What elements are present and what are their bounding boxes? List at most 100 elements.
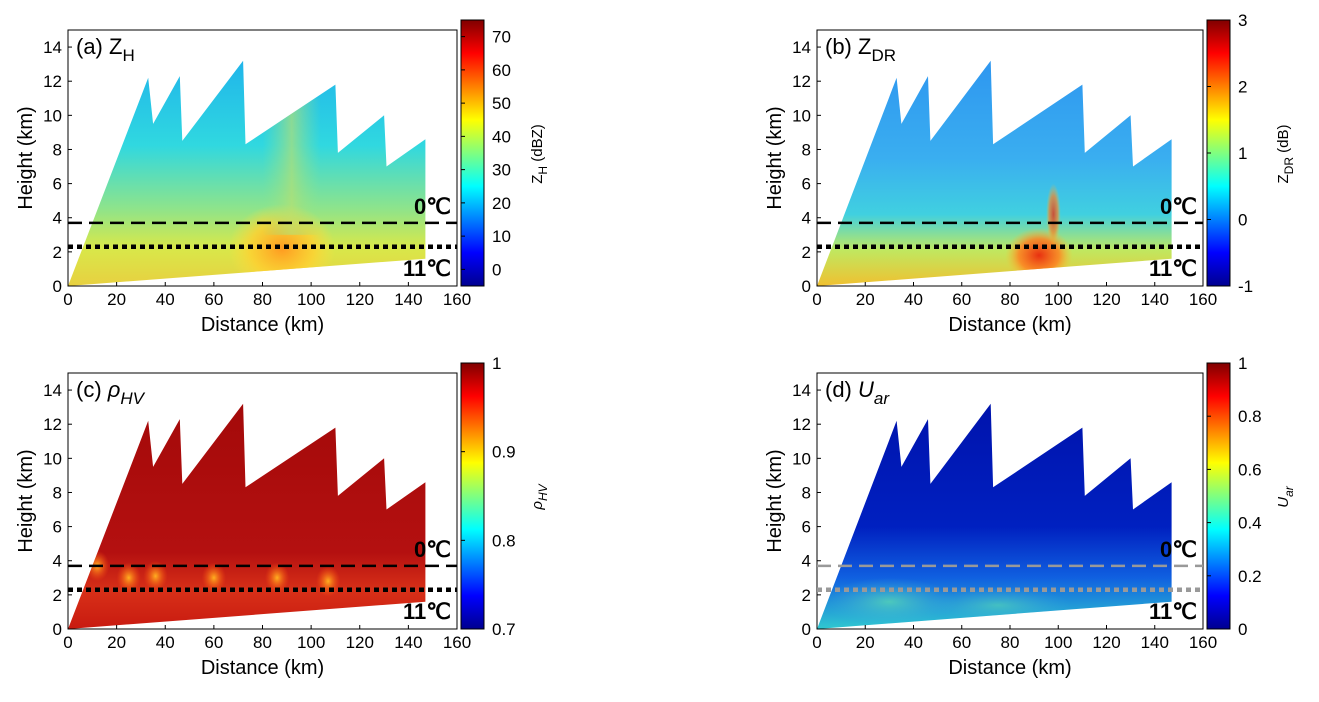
x-tick-label: 120 [346,290,374,309]
colorbar [460,19,485,287]
panel-title: (c) ρHV [76,377,146,408]
panel-b: 0 20 40 60 80 100 120 140 16002468101214Distance… [764,11,1296,336]
y-tick-label: 0 [53,620,62,639]
colorbar-label-var: Z [1275,174,1292,183]
colorbar [1206,362,1231,630]
colorbar-label-var: ρ [529,501,546,511]
x-tick-label: 60 [952,633,971,652]
y-tick-label: 8 [53,483,62,502]
x-tick-label: 80 [253,290,272,309]
y-tick-label: 8 [802,483,811,502]
colorbar-tick-label: 40 [492,127,511,146]
y-axis-label: Height (km) [15,449,37,552]
y-tick-label: 8 [802,140,811,159]
y-tick-label: 6 [802,175,811,194]
x-tick-label: 140 [1141,290,1169,309]
field-melting-spot [116,562,141,594]
panel-title-prefix: (b) [825,34,858,59]
x-axis-label: Distance (km) [948,314,1071,336]
panel-a: 0 20 40 60 80 100 120 140 16002468101214Distance… [15,19,550,336]
zero-degree-label: 0℃ [1160,537,1197,562]
x-tick-label: 0 [63,290,72,309]
eleven-degree-label: 11℃ [1149,599,1197,624]
field-column [1046,183,1061,246]
colorbar-tick-label: 0.8 [1238,407,1262,426]
colorbar-tick-label: 20 [492,194,511,213]
y-tick-label: 4 [802,552,811,571]
field-melting-spot [201,562,227,594]
x-tick-label: 0 [812,633,821,652]
x-tick-label: 160 [443,633,471,652]
x-tick-label: 60 [952,290,971,309]
field-melting-spot [143,560,168,592]
x-tick-label: 160 [1189,290,1217,309]
y-tick-label: 14 [792,38,811,57]
panel-title-sub: H [122,46,134,65]
panel-title-sub: DR [871,46,896,65]
colorbar-tick-label: 0.7 [492,620,516,639]
panel-title-sub: ar [874,389,890,408]
colorbar-tick-label: 1 [1238,354,1247,373]
field-band [262,98,321,235]
x-tick-label: 20 [856,290,875,309]
panel-title: (a) ZH [76,34,135,65]
x-tick-label: 40 [904,290,923,309]
panel-c: 0 20 40 60 80 100 120 140 160 0 2 4 6 8 10 12 14 Distance… [15,354,550,679]
y-tick-label: 12 [792,72,811,91]
y-tick-label: 0 [802,277,811,296]
y-tick-label: 12 [792,415,811,434]
zero-degree-label: 0℃ [414,537,451,562]
x-tick-label: 100 [1044,290,1072,309]
panel-title-var: ρ [107,377,121,402]
eleven-degree-label: 11℃ [1149,256,1197,281]
y-tick-label: 4 [802,209,811,228]
panel-title-var: U [858,377,874,402]
y-tick-label: 2 [53,243,62,262]
colorbar-label: ZDR (dB) [1275,124,1296,183]
x-tick-label: 0 [63,633,72,652]
colorbar-label: Uar [1275,485,1296,508]
field-a [68,60,426,287]
y-axis-label: Height (km) [764,106,786,209]
colorbar-label-var: Z [529,175,546,184]
zero-degree-label: 0℃ [414,194,451,219]
y-tick-label: 12 [43,415,62,434]
y-tick-label: 10 [792,449,811,468]
x-tick-label: 40 [156,633,175,652]
y-tick-label: 2 [53,586,62,605]
y-axis-label: Height (km) [764,449,786,552]
y-tick-label: 10 [43,106,62,125]
colorbar-label-var: U [1275,497,1292,508]
panel-title-var: Z [858,34,871,59]
panel-title-sub: HV [120,389,145,408]
x-tick-label: 80 [1001,290,1020,309]
field-hotspot [1005,227,1073,283]
colorbar-tick-label: 30 [492,161,511,180]
colorbar-label-sub: HV [536,483,550,501]
y-tick-label: 14 [43,381,62,400]
colorbar-tick-label: 0.4 [1238,514,1262,533]
y-tick-label: 10 [792,106,811,125]
colorbar-label: ZH (dBZ) [529,124,550,184]
colorbar-label-sub: DR [1282,157,1296,175]
x-tick-label: 60 [204,290,223,309]
colorbar-tick-label: 2 [1238,78,1247,97]
x-tick-label: 120 [346,633,374,652]
y-tick-label: 6 [53,175,62,194]
x-tick-label: 120 [1092,290,1120,309]
y-tick-label: 14 [792,381,811,400]
x-tick-label: 80 [1001,633,1020,652]
y-tick-label: 0 [802,620,811,639]
panel-d: 0 20 40 60 80 100 120 140 16002468101214Distance… [764,354,1296,679]
x-tick-label: 20 [856,633,875,652]
x-tick-label: 140 [394,633,422,652]
panel-title-prefix: (a) [76,34,109,59]
colorbar-tick-label: 10 [492,227,511,246]
panel-title-prefix: (c) [76,377,108,402]
x-axis-label: Distance (km) [201,657,324,679]
y-tick-label: 0 [53,277,62,296]
x-tick-label: 160 [1189,633,1217,652]
x-tick-label: 20 [107,633,126,652]
y-tick-label: 4 [53,552,62,571]
